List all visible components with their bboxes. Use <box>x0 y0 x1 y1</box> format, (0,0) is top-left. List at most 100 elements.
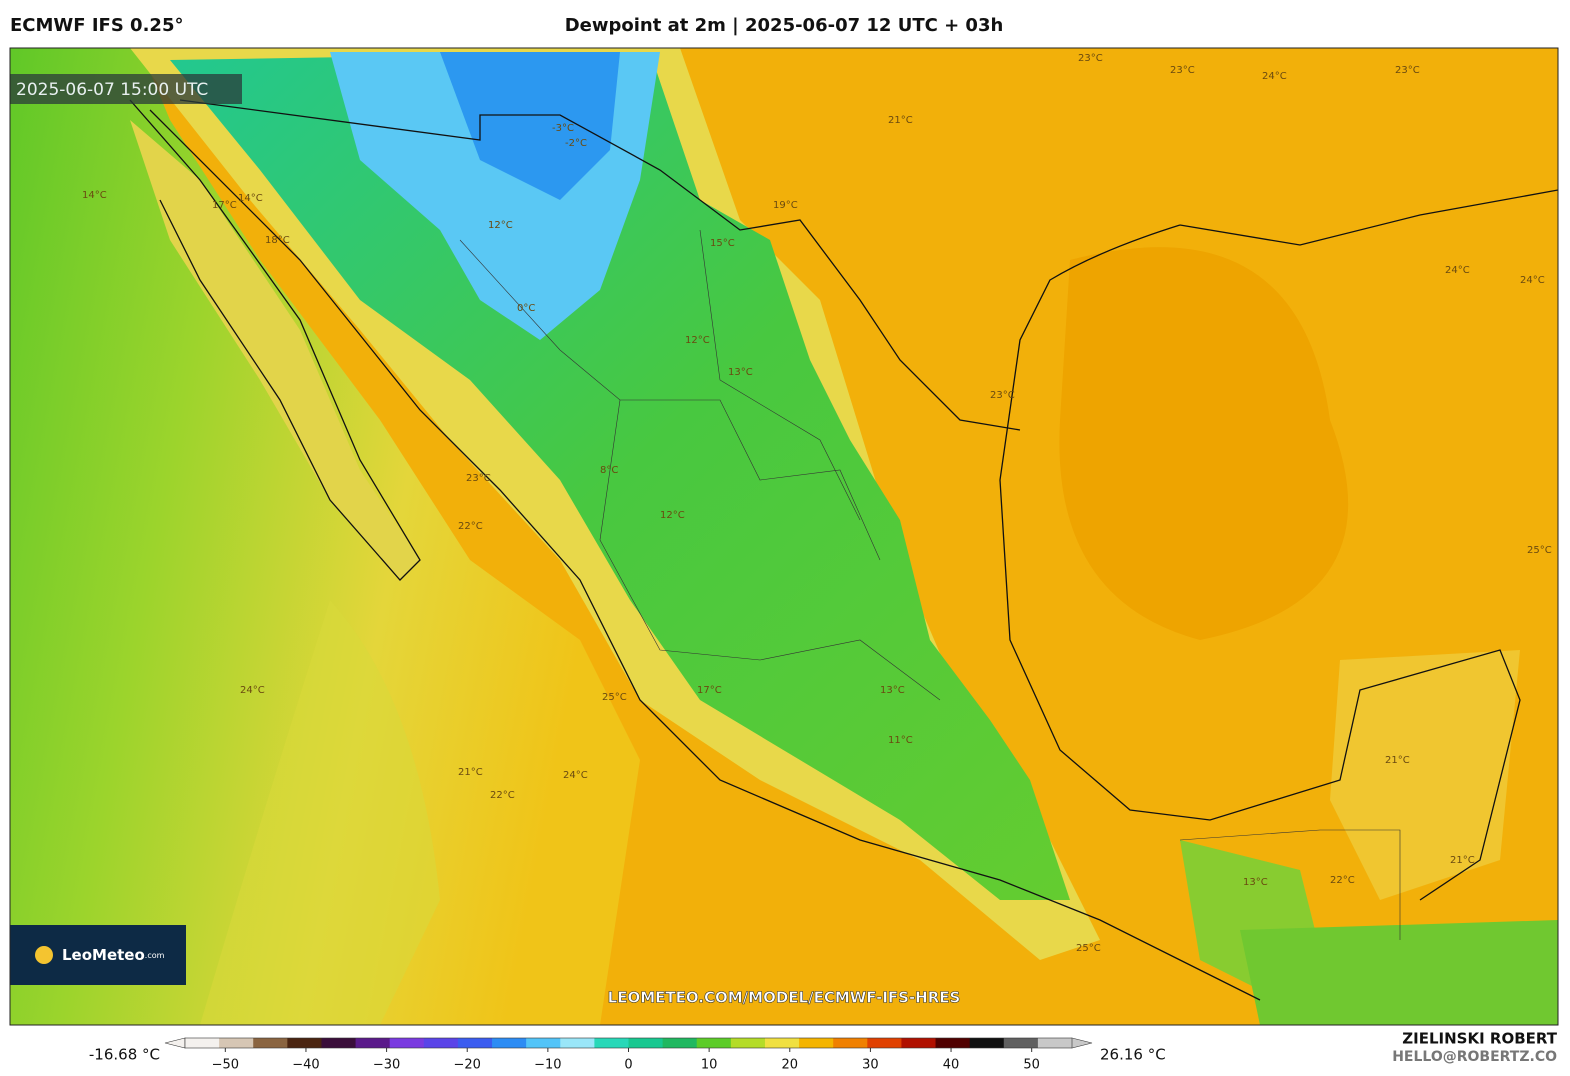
model-name: ECMWF IFS 0.25° <box>10 15 183 36</box>
us-mexico-border <box>179 99 1021 431</box>
state-border <box>699 229 861 521</box>
contour-label: 24°C <box>1520 275 1545 286</box>
logo-name: LeoMeteo <box>62 946 145 964</box>
map: 23°C 23°C 24°C 23°C 21°C 19°C 15°C 14°C 14°C 12°C… <box>10 48 1558 1025</box>
colorbar-segment <box>594 1038 629 1048</box>
pacific-band <box>200 600 440 1025</box>
colorbar-segment <box>696 1038 732 1048</box>
contour-label: 23°C <box>1078 53 1103 64</box>
contour-label: 24°C <box>1262 71 1287 82</box>
colorbar-segment <box>969 1038 1005 1048</box>
gulf-core <box>1059 247 1349 640</box>
colorbar-max: 26.16 °C <box>1100 1046 1166 1064</box>
colorbar-segment <box>867 1038 902 1048</box>
contour-label: 13°C <box>728 367 753 378</box>
us-coast <box>1179 189 1558 246</box>
contour-label: 21°C <box>1450 855 1475 866</box>
contour-label: 15°C <box>710 238 735 249</box>
colorbar-segment <box>389 1038 425 1048</box>
contour-label: 17°C <box>212 200 237 211</box>
author: ZIELINSKI ROBERT <box>1402 1030 1557 1048</box>
contour-label: 8°C <box>600 465 618 476</box>
colorbar-tick-label: 30 <box>862 1058 879 1073</box>
contour-label: 25°C <box>1076 943 1101 954</box>
state-borders <box>459 229 1401 940</box>
colorbar-segment <box>185 1038 220 1048</box>
colorbar-segment <box>321 1038 357 1048</box>
pacific-coast <box>149 109 1261 1001</box>
colorbar-segment <box>901 1038 937 1048</box>
contour-label: 19°C <box>773 200 798 211</box>
colorbar-segment <box>799 1038 834 1048</box>
contour-label: 22°C <box>458 521 483 532</box>
state-border <box>1179 829 1401 940</box>
contour-label: 14°C <box>82 190 107 201</box>
yucatan <box>1330 650 1520 900</box>
colorbar-tick-label: −20 <box>454 1058 481 1073</box>
map-title: Dewpoint at 2m | 2025-06-07 12 UTC + 03h <box>565 15 1004 36</box>
contour-label: -2°C <box>565 138 587 149</box>
contour-label: 24°C <box>240 685 265 696</box>
cold-core <box>440 52 620 200</box>
map-url: LEOMETEO.COM/MODEL/ECMWF-IFS-HRES <box>608 989 961 1007</box>
colorbar-tick-label: −10 <box>534 1058 561 1073</box>
colorbar-segment <box>764 1038 800 1048</box>
logo-sun <box>35 946 53 964</box>
baja-peninsula <box>130 120 420 580</box>
central-america-south <box>1240 920 1558 1025</box>
contour-label: -3°C <box>552 123 574 134</box>
map-frame <box>9 47 1559 1026</box>
colorbar-tick-label: −40 <box>292 1058 319 1073</box>
colorbar-segment <box>355 1038 391 1048</box>
contour-label: 11°C <box>888 735 913 746</box>
contour-label: 21°C <box>888 115 913 126</box>
land-green <box>170 52 1070 900</box>
colorbar-tick-label: 0 <box>624 1058 632 1073</box>
contour-label: 25°C <box>1527 545 1552 556</box>
colorbar-segment <box>253 1038 288 1048</box>
contour-label: 23°C <box>1170 65 1195 76</box>
contour-label: 0°C <box>517 303 535 314</box>
colorbar-segment <box>935 1038 971 1048</box>
contour-label: 23°C <box>990 390 1015 401</box>
colorbar-tick-label: 50 <box>1023 1058 1040 1073</box>
colorbar-segment <box>628 1038 664 1048</box>
colorbar-segment <box>1003 1038 1039 1048</box>
colorbar-tick-label: −50 <box>212 1058 239 1073</box>
contour-label: 25°C <box>602 692 627 703</box>
contour-label: 12°C <box>488 220 513 231</box>
timestamp-box <box>10 74 242 104</box>
email: HELLO@ROBERTZ.CO <box>1392 1049 1557 1065</box>
contour-label: 12°C <box>660 510 685 521</box>
state-border <box>459 239 881 561</box>
colorbar-segment <box>560 1038 595 1048</box>
contour-label: 13°C <box>880 685 905 696</box>
colorbar-tick-label: 40 <box>943 1058 960 1073</box>
colorbar-segment <box>1037 1038 1073 1048</box>
contour-label: 14°C <box>238 193 263 204</box>
colorbar-segment <box>457 1038 493 1048</box>
colorbar-segment <box>730 1038 766 1048</box>
contour-label: 22°C <box>1330 875 1355 886</box>
colorbar-segment <box>219 1038 254 1048</box>
colorbar-segment <box>526 1038 561 1048</box>
contour-label: 23°C <box>466 473 491 484</box>
contour-labels: 23°C 23°C 24°C 23°C 21°C 19°C 15°C 14°C 14°C 12°C… <box>82 53 1552 954</box>
colorbar-segment <box>423 1038 459 1048</box>
state-border <box>599 399 941 701</box>
contour-label: 24°C <box>563 770 588 781</box>
logo-text: LeoMeteo.com <box>62 946 165 964</box>
contour-label: 23°C <box>1395 65 1420 76</box>
contour-label: 22°C <box>490 790 515 801</box>
contour-label: 24°C <box>1445 265 1470 276</box>
pacific-field <box>10 48 640 1025</box>
contour-label: 18°C <box>265 235 290 246</box>
colorbar-segment <box>662 1038 698 1048</box>
colorbar-segment <box>833 1038 868 1048</box>
contour-label: 21°C <box>1385 755 1410 766</box>
contour-label: 12°C <box>685 335 710 346</box>
colorbar-segment <box>492 1038 527 1048</box>
coastlines <box>129 99 1558 1001</box>
contour-label: 13°C <box>1243 877 1268 888</box>
